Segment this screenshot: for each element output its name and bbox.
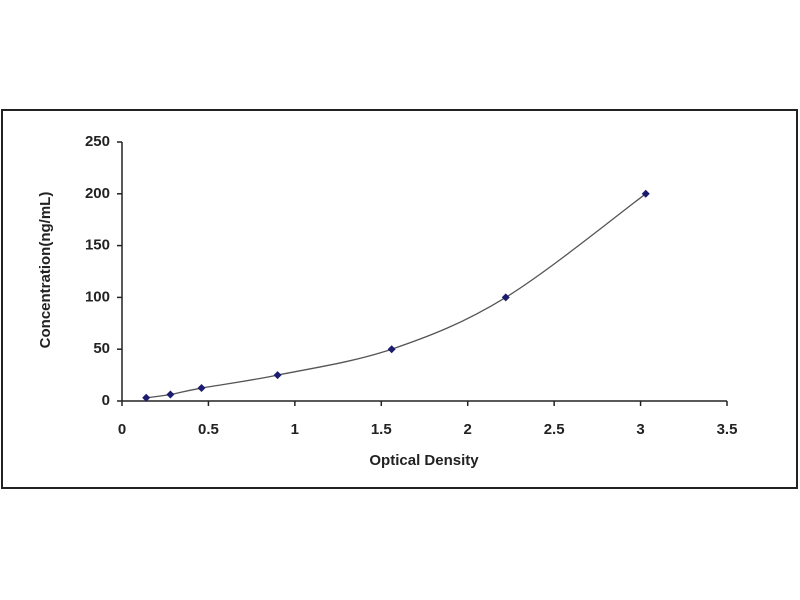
data-point [142,393,151,402]
data-point [166,390,175,399]
x-tick-label: 0.5 [198,421,219,438]
chart-frame [1,109,798,489]
x-tick-label: 2.5 [544,421,565,438]
data-point [387,345,396,354]
x-axis-title: Optical Density [369,452,479,469]
y-axis-title: Concentration(ng/mL) [37,192,54,349]
x-tick-label: 0 [118,421,126,438]
x-tick-label: 2 [464,421,472,438]
y-tick-label: 150 [85,237,110,254]
data-point [501,293,510,302]
y-tick-label: 200 [85,185,110,202]
x-tick-label: 1 [291,421,299,438]
data-point [273,371,282,380]
data-point [197,384,206,393]
y-tick-label: 50 [93,340,110,357]
y-tick-label: 250 [85,133,110,150]
y-tick-label: 0 [102,392,110,409]
x-tick-label: 1.5 [371,421,392,438]
data-point [641,189,650,198]
y-tick-label: 100 [85,288,110,305]
fit-curve [146,193,647,399]
x-tick-label: 3.5 [717,421,738,438]
x-tick-label: 3 [636,421,644,438]
